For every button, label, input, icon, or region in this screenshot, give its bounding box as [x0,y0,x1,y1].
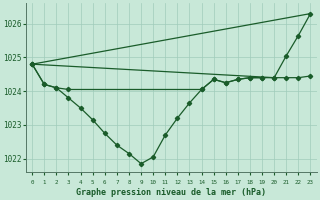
X-axis label: Graphe pression niveau de la mer (hPa): Graphe pression niveau de la mer (hPa) [76,188,266,197]
